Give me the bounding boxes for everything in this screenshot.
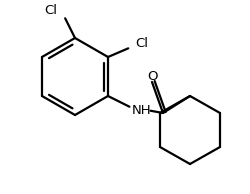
Text: Cl: Cl [45, 4, 58, 17]
Text: NH: NH [132, 104, 151, 117]
Text: Cl: Cl [136, 37, 149, 50]
Text: O: O [147, 69, 157, 82]
